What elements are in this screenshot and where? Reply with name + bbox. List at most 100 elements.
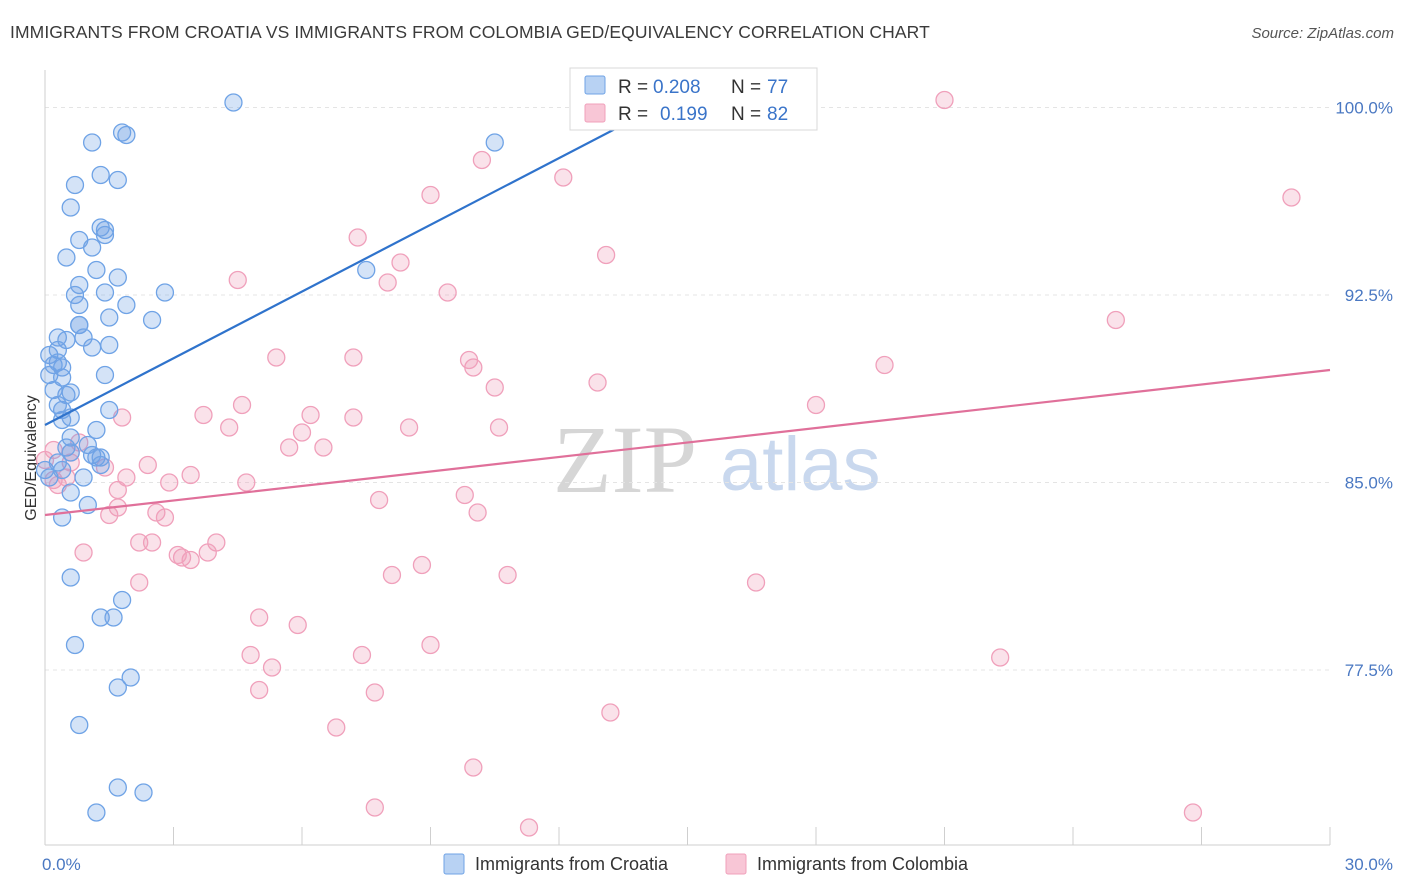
- point-croatia: [117, 295, 136, 315]
- point-croatia: [104, 608, 123, 627]
- point-croatia: [70, 275, 89, 295]
- point-colombia: [519, 818, 539, 837]
- point-croatia: [87, 420, 106, 440]
- point-colombia: [267, 348, 286, 367]
- legend-r-label-croatia: R =: [618, 77, 648, 98]
- stats-legend-box: [569, 67, 818, 131]
- point-colombia: [391, 253, 410, 272]
- point-croatia: [78, 435, 97, 455]
- point-croatia: [485, 133, 504, 152]
- point-croatia: [57, 248, 76, 267]
- point-croatia: [61, 383, 80, 402]
- gridlines: [45, 107, 1330, 671]
- trend-lines: [44, 101, 1331, 517]
- point-croatia: [357, 260, 376, 280]
- point-croatia: [74, 468, 93, 487]
- point-croatia: [121, 668, 140, 687]
- point-croatia: [48, 340, 67, 360]
- point-colombia: [142, 533, 162, 552]
- point-colombia: [378, 273, 397, 292]
- point-croatia: [82, 238, 102, 257]
- point-colombia: [601, 703, 620, 722]
- point-croatia: [61, 198, 80, 217]
- point-colombia: [352, 645, 372, 665]
- point-croatia: [87, 803, 106, 822]
- y-tick-label: 85.0%: [1345, 474, 1393, 493]
- point-colombia: [382, 565, 402, 585]
- series-legend: Immigrants from Croatia Immigrants from …: [443, 853, 969, 875]
- point-colombia: [399, 418, 419, 437]
- point-colombia: [327, 718, 346, 737]
- point-croatia: [95, 220, 115, 240]
- point-colombia: [991, 648, 1010, 667]
- series-colombia-points: [35, 90, 1301, 837]
- point-croatia: [61, 443, 80, 462]
- series-croatia-points: [35, 93, 504, 822]
- point-colombia: [348, 228, 367, 247]
- point-colombia: [160, 473, 179, 492]
- point-colombia: [806, 395, 826, 415]
- point-colombia: [369, 490, 389, 510]
- legend-n-value-croatia: 77: [767, 77, 788, 98]
- legend-swatch-colombia: [584, 103, 606, 123]
- point-colombia: [468, 503, 487, 522]
- point-croatia: [91, 165, 110, 185]
- legend-r-value-croatia: 0.208: [653, 77, 701, 98]
- point-colombia: [198, 543, 217, 562]
- point-colombia: [250, 608, 269, 627]
- point-croatia: [100, 335, 119, 355]
- x-tick-label-min: 0.0%: [42, 855, 81, 874]
- point-colombia: [108, 480, 127, 500]
- y-tick-label: 100.0%: [1335, 99, 1393, 118]
- point-colombia: [314, 438, 333, 457]
- point-colombia: [464, 758, 483, 777]
- point-croatia: [65, 175, 85, 195]
- point-croatia: [100, 308, 119, 327]
- point-croatia: [95, 283, 115, 302]
- point-croatia: [91, 608, 110, 627]
- point-croatia: [108, 778, 127, 797]
- point-colombia: [130, 533, 149, 552]
- point-colombia: [421, 185, 440, 205]
- point-croatia: [44, 355, 63, 375]
- point-colombia: [596, 245, 616, 265]
- point-colombia: [147, 503, 166, 522]
- point-croatia: [108, 170, 127, 190]
- trend-line-colombia: [44, 368, 1331, 517]
- point-croatia: [44, 380, 63, 400]
- point-colombia: [344, 348, 363, 367]
- point-colombia: [746, 573, 766, 592]
- bottom-legend-swatch-colombia: [725, 853, 747, 875]
- point-colombia: [412, 555, 432, 575]
- point-colombia: [365, 798, 384, 817]
- point-colombia: [485, 378, 504, 397]
- trend-line-croatia: [44, 101, 667, 426]
- stats-legend: R = 0.208 N = 77 R = 0.199 N = 82: [569, 67, 818, 131]
- point-croatia: [91, 455, 110, 475]
- bottom-legend-croatia: Immigrants from Croatia: [475, 854, 669, 874]
- point-colombia: [241, 645, 260, 665]
- point-colombia: [498, 565, 517, 585]
- point-croatia: [108, 678, 127, 697]
- point-colombia: [554, 168, 573, 187]
- legend-r-value-colombia: 0.199: [660, 104, 708, 125]
- point-colombia: [155, 508, 175, 527]
- point-croatia: [155, 283, 175, 302]
- point-colombia: [365, 683, 384, 702]
- point-croatia: [95, 225, 115, 245]
- chart-title: IMMIGRANTS FROM CROATIA VS IMMIGRANTS FR…: [10, 22, 930, 42]
- point-colombia: [138, 455, 157, 475]
- y-axis-title: GED/Equivalency: [23, 395, 40, 520]
- point-colombia: [489, 418, 509, 437]
- point-colombia: [344, 408, 363, 427]
- point-colombia: [194, 405, 213, 425]
- y-tick-label: 77.5%: [1345, 661, 1393, 680]
- point-colombia: [438, 283, 457, 302]
- point-croatia: [134, 783, 153, 802]
- x-tick-label-max: 30.0%: [1345, 855, 1393, 874]
- y-tick-labels: 77.5% 85.0% 92.5% 100.0%: [1335, 99, 1393, 681]
- x-tick-labels: 0.0% 30.0%: [42, 855, 1393, 874]
- point-croatia: [82, 338, 102, 357]
- point-colombia: [472, 150, 492, 170]
